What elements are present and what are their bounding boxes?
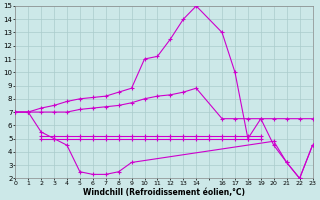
X-axis label: Windchill (Refroidissement éolien,°C): Windchill (Refroidissement éolien,°C)	[83, 188, 245, 197]
